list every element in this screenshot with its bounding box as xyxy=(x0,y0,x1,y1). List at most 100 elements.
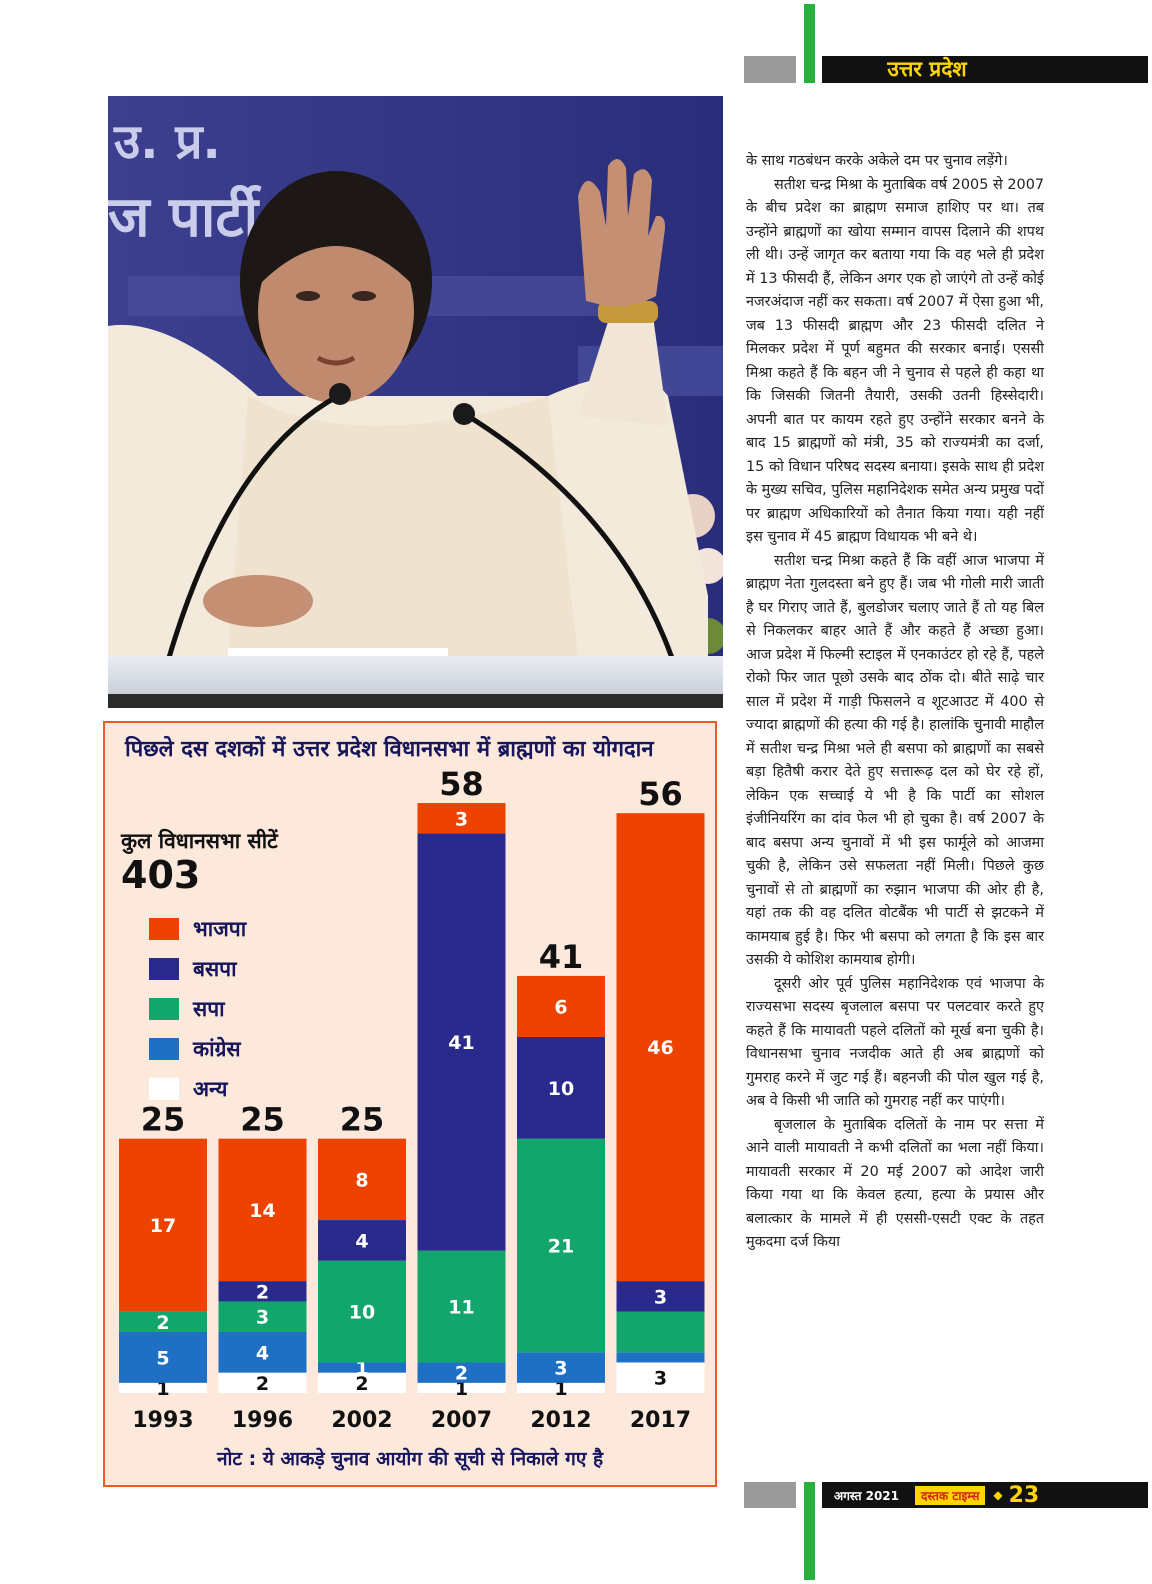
bar-segment xyxy=(218,1331,307,1373)
bar-segment xyxy=(119,1138,207,1312)
legend-label: बसपा xyxy=(193,957,237,981)
stacked-bar-chart: 1521725199324321425199621104825200212114… xyxy=(119,765,705,1433)
bar-segment-label: 8 xyxy=(355,1169,368,1191)
bar-segment xyxy=(517,1036,605,1139)
article-paragraph-4: दूसरी ओर पूर्व पुलिस महानिदेशक एवं भाजपा… xyxy=(746,975,1044,1110)
legend-swatch xyxy=(149,1038,179,1060)
backdrop-text-1: उ. प्र. xyxy=(113,114,221,170)
bar-segment-label: 41 xyxy=(448,1032,474,1054)
article-paragraph-2: सतीश चन्द्र मिश्रा के मुताबिक वर्ष 2005 … xyxy=(746,176,1044,546)
bar-segment xyxy=(119,1382,207,1393)
bar-segment-label: 1 xyxy=(355,1358,368,1380)
bar-segment xyxy=(318,1372,406,1393)
bar-segment-label: 10 xyxy=(349,1302,375,1324)
x-tick-label: 1996 xyxy=(232,1408,293,1433)
bar-segment-label: 17 xyxy=(150,1215,176,1237)
chart-legend: भाजपा बसपा सपा कांग्रेस अन्य xyxy=(149,909,246,1109)
bar-segment xyxy=(616,813,705,1282)
footer-gray-block xyxy=(744,1482,796,1508)
bar-segment-label: 6 xyxy=(554,996,567,1018)
x-tick-label: 2017 xyxy=(630,1408,691,1433)
bar-segment-label: 14 xyxy=(249,1200,275,1222)
x-tick-label: 2007 xyxy=(431,1408,492,1433)
bar-segment-label: 3 xyxy=(654,1368,667,1390)
bar-segment xyxy=(616,1362,705,1393)
bar-segment-label: 2 xyxy=(455,1363,468,1385)
legend-swatch xyxy=(149,958,179,980)
x-tick-label: 2012 xyxy=(530,1408,591,1433)
legend-item: भाजपा xyxy=(149,909,246,949)
bar-total-label: 58 xyxy=(439,765,484,803)
bar-segment-label: 11 xyxy=(448,1297,474,1319)
bar-segment xyxy=(616,1281,705,1312)
legend-swatch xyxy=(149,918,179,940)
bar-segment xyxy=(218,1138,307,1282)
bar-segment-label: 10 xyxy=(548,1078,574,1100)
legend-item: बसपा xyxy=(149,949,246,989)
legend-item: कांग्रेस xyxy=(149,1029,246,1069)
bar-segment-label: 3 xyxy=(554,1358,567,1380)
bar-total-label: 25 xyxy=(240,1101,285,1139)
bar-segment xyxy=(119,1331,207,1383)
legend-label: सपा xyxy=(193,997,225,1021)
bar-segment xyxy=(318,1362,406,1373)
bar-segment-label: 46 xyxy=(647,1037,673,1059)
page-number: 23 xyxy=(1008,1482,1040,1508)
header-gray-block xyxy=(744,56,796,83)
photo-illustration: उ. प्र. ज पार्टी xyxy=(108,96,723,708)
bar-total-label: 41 xyxy=(539,938,584,976)
backdrop-text-2: ज पार्टी xyxy=(108,184,262,250)
bar-segment-label: 3 xyxy=(455,808,468,830)
bar-segment xyxy=(517,1138,605,1353)
bar-segment xyxy=(517,975,605,1037)
bar-segment xyxy=(218,1301,307,1332)
legend-item: अन्य xyxy=(149,1069,246,1109)
legend-swatch xyxy=(149,1078,179,1100)
chart-note: नोट : ये आकड़े चुनाव आयोग की सूची से निक… xyxy=(216,1448,604,1470)
bar-segment xyxy=(318,1260,406,1363)
bar-segment xyxy=(616,1352,705,1363)
bar-segment xyxy=(417,1250,506,1363)
bar-segment xyxy=(517,1352,605,1383)
bar-total-label: 56 xyxy=(638,775,683,813)
legend-label: अन्य xyxy=(193,1077,228,1101)
chart-box: पिछले दस दशकों में उत्तर प्रदेश विधानसभा… xyxy=(103,721,717,1487)
bar-segment-label: 4 xyxy=(355,1230,368,1252)
header-green-accent xyxy=(804,4,815,83)
bar-segment-label: 3 xyxy=(256,1307,269,1329)
photo-press-conference: उ. प्र. ज पार्टी xyxy=(108,96,723,708)
legend-item: सपा xyxy=(149,989,246,1029)
bar-total-label: 25 xyxy=(340,1101,385,1139)
bar-segment xyxy=(318,1220,406,1261)
legend-swatch xyxy=(149,998,179,1020)
bar-segment-label: 3 xyxy=(654,1286,667,1308)
footer-green-accent xyxy=(804,1482,815,1580)
header-bar xyxy=(822,56,1148,83)
legend-label: भाजपा xyxy=(193,917,247,941)
section-title: उत्तर प्रदेश xyxy=(887,57,967,81)
x-tick-label: 2002 xyxy=(331,1408,392,1433)
total-seats-value: 403 xyxy=(121,853,201,897)
bar-segment xyxy=(517,1382,605,1393)
bar-segment-label: 4 xyxy=(256,1342,269,1364)
x-tick-label: 1993 xyxy=(132,1408,193,1433)
bar-segment-label: 2 xyxy=(156,1312,169,1334)
bar-segment-label: 21 xyxy=(548,1236,574,1258)
bar-segment-label: 1 xyxy=(455,1378,468,1400)
bar-segment xyxy=(218,1281,307,1302)
article-body: के साथ गठबंधन करके अकेले दम पर चुनाव लड़… xyxy=(746,150,1044,1255)
bar-segment-label: 2 xyxy=(355,1373,368,1395)
total-seats-label: कुल विधानसभा सीटें xyxy=(121,829,278,853)
bar-segment-label: 2 xyxy=(256,1373,269,1395)
bar-segment xyxy=(417,1362,506,1383)
bar-total-label: 25 xyxy=(141,1101,186,1139)
bar-segment-label: 2 xyxy=(256,1281,269,1303)
bar-segment xyxy=(616,1311,705,1353)
bar-segment-label: 1 xyxy=(156,1378,169,1400)
article-paragraph-5: बृजलाल के मुताबिक दलितों के नाम पर सत्ता… xyxy=(746,1116,1044,1251)
article-paragraph-1: के साथ गठबंधन करके अकेले दम पर चुनाव लड़… xyxy=(746,153,1008,169)
bar-segment xyxy=(417,1382,506,1393)
footer-separator: ◆ xyxy=(993,1488,1003,1502)
bar-segment xyxy=(218,1372,307,1393)
bar-segment-label: 5 xyxy=(156,1347,169,1369)
